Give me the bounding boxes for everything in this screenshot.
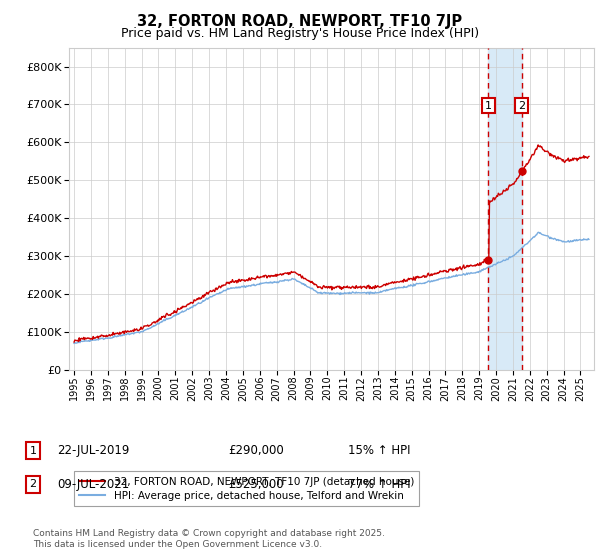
Text: 2: 2 [518,101,526,110]
Text: 22-JUL-2019: 22-JUL-2019 [57,444,130,458]
Text: Contains HM Land Registry data © Crown copyright and database right 2025.
This d: Contains HM Land Registry data © Crown c… [33,529,385,549]
Text: 77% ↑ HPI: 77% ↑ HPI [348,478,410,491]
Text: 15% ↑ HPI: 15% ↑ HPI [348,444,410,458]
Text: Price paid vs. HM Land Registry's House Price Index (HPI): Price paid vs. HM Land Registry's House … [121,27,479,40]
Text: £525,000: £525,000 [228,478,284,491]
Bar [488,48,522,370]
Text: 1: 1 [29,446,37,456]
Text: 09-JUL-2021: 09-JUL-2021 [57,478,129,491]
Text: 1: 1 [485,101,492,110]
Text: £290,000: £290,000 [228,444,284,458]
Legend: 32, FORTON ROAD, NEWPORT, TF10 7JP (detached house), HPI: Average price, detache: 32, FORTON ROAD, NEWPORT, TF10 7JP (deta… [74,472,419,506]
Text: 2: 2 [29,479,37,489]
Text: 32, FORTON ROAD, NEWPORT, TF10 7JP: 32, FORTON ROAD, NEWPORT, TF10 7JP [137,14,463,29]
